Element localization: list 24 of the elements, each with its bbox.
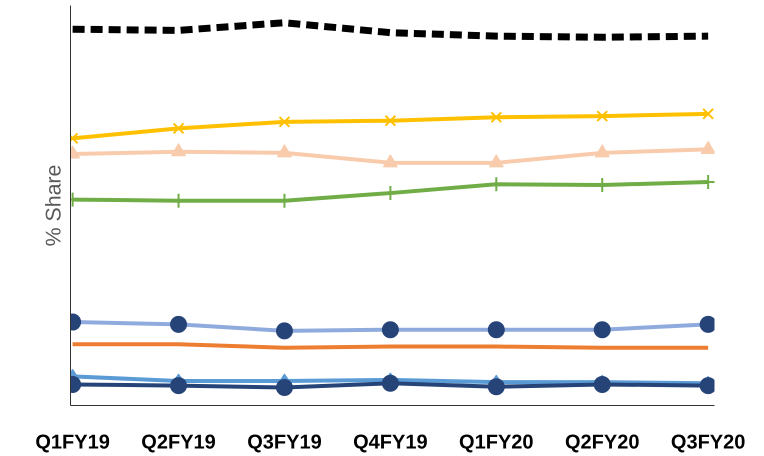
point (596, 110, 608, 122)
point (170, 316, 188, 333)
x-tick-label: Q2FY20 (564, 432, 640, 454)
point (594, 321, 611, 338)
x-tick-label: Q1FY20 (459, 432, 534, 454)
point (594, 376, 611, 393)
point (276, 322, 293, 340)
x-tick-label: Q3FY20 (670, 432, 746, 454)
point (382, 374, 399, 392)
point (490, 111, 502, 124)
point (382, 321, 399, 338)
x-tick-label: Q2FY19 (141, 432, 216, 454)
x-tick-label: Q1FY19 (35, 432, 110, 454)
point (384, 114, 396, 127)
point (278, 116, 290, 128)
point (702, 108, 714, 120)
x-tick-label: Q4FY19 (353, 432, 428, 454)
point (170, 377, 188, 394)
point (172, 122, 184, 134)
x-tick-label: Q3FY19 (247, 432, 322, 454)
point (276, 379, 293, 396)
point (488, 321, 505, 338)
point (488, 378, 505, 396)
y-axis-title: % Share (42, 164, 66, 246)
